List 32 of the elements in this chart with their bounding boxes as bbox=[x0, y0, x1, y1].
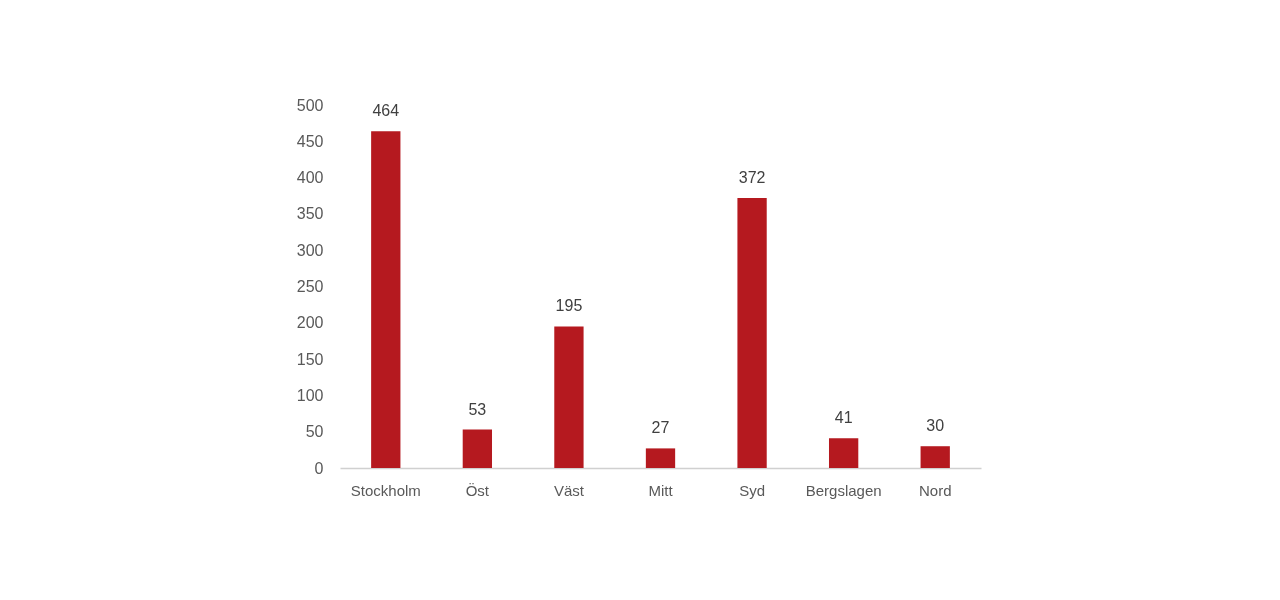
bar bbox=[828, 438, 859, 468]
y-tick-label: 400 bbox=[296, 169, 324, 187]
y-tick-label: 350 bbox=[296, 205, 324, 223]
y-tick-label: 100 bbox=[296, 386, 324, 404]
data-label: 195 bbox=[555, 297, 583, 315]
data-label: 41 bbox=[834, 409, 853, 427]
x-tick-label: Syd bbox=[739, 481, 765, 499]
y-tick-label: 150 bbox=[296, 350, 324, 368]
bar bbox=[371, 131, 401, 468]
y-tick-label: 250 bbox=[296, 278, 324, 295]
bar bbox=[920, 446, 950, 468]
bar bbox=[554, 326, 584, 468]
bar bbox=[645, 448, 676, 468]
x-tick-label: Nord bbox=[918, 481, 952, 499]
data-label: 372 bbox=[738, 168, 766, 186]
y-tick-label: 450 bbox=[296, 132, 324, 150]
data-label: 27 bbox=[651, 419, 670, 437]
y-tick-label: 300 bbox=[296, 241, 324, 259]
y-tick-label: 500 bbox=[296, 96, 324, 114]
y-tick-label: 50 bbox=[305, 423, 324, 441]
x-tick-label: Mitt bbox=[648, 481, 674, 499]
x-tick-label: Bergslagen bbox=[805, 481, 882, 499]
data-label: 30 bbox=[926, 417, 945, 435]
y-tick-label: 200 bbox=[296, 314, 324, 332]
x-tick-label: Väst bbox=[553, 481, 585, 499]
data-label: 53 bbox=[468, 400, 487, 418]
x-tick-label: Öst bbox=[465, 481, 490, 499]
x-tick-label: Stockholm bbox=[350, 481, 421, 499]
bar bbox=[737, 197, 767, 468]
bar bbox=[462, 429, 493, 468]
data-label: 464 bbox=[372, 102, 400, 120]
y-tick-label: 0 bbox=[314, 459, 324, 477]
